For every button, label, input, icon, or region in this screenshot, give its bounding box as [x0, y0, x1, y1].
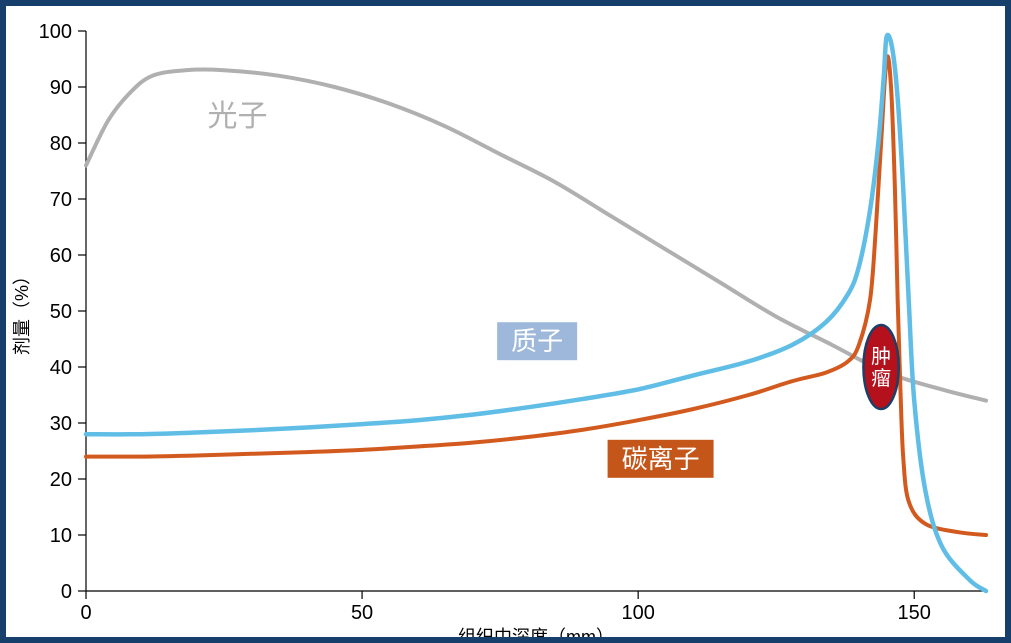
- y-tick-label: 60: [50, 245, 72, 267]
- y-tick-label: 30: [50, 413, 72, 435]
- y-tick-label: 0: [61, 581, 72, 603]
- legend-carbon: 碳离子: [622, 444, 700, 474]
- x-axis-label: 组织中深度（mm）: [458, 627, 614, 637]
- legend-photon: 光子: [207, 100, 267, 133]
- y-tick-label: 40: [50, 357, 72, 379]
- y-axis-label: 剂量（%）: [12, 267, 32, 355]
- depth-dose-chart: 0 50 100 150 0 10 20 30 40 50 60 70 80 90 100 组织中深度（mm）…: [6, 6, 1005, 637]
- legend-proton: 质子: [511, 326, 563, 356]
- x-tick-label: 0: [80, 602, 91, 624]
- y-tick-label: 20: [50, 469, 72, 491]
- y-tick-label: 10: [50, 525, 72, 547]
- chart-frame: 0 50 100 150 0 10 20 30 40 50 60 70 80 90 100 组织中深度（mm）…: [0, 0, 1011, 643]
- y-tick-label: 50: [50, 301, 72, 323]
- tumor-label-2: 瘤: [871, 367, 891, 390]
- y-tick-label: 90: [50, 77, 72, 99]
- y-tick-label: 100: [39, 21, 72, 43]
- x-tick-label: 150: [898, 602, 931, 624]
- x-tick-label: 100: [621, 602, 654, 624]
- y-tick-label: 80: [50, 133, 72, 155]
- x-tick-label: 50: [351, 602, 373, 624]
- y-tick-label: 70: [50, 189, 72, 211]
- tumor-label-1: 肿: [871, 345, 891, 368]
